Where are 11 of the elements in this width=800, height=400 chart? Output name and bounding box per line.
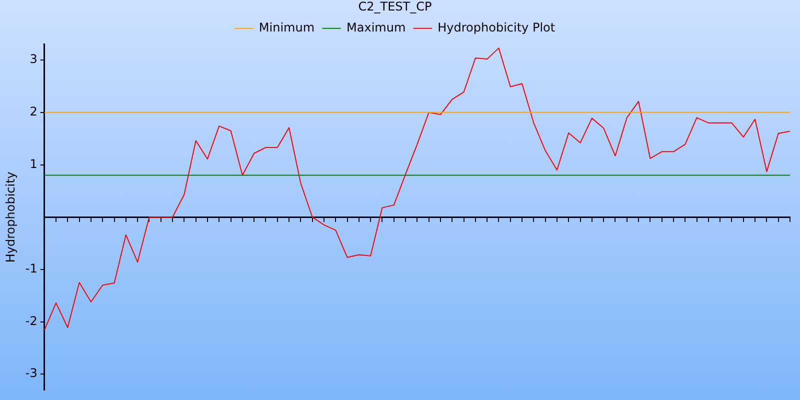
chart-title: C2_TEST_CP <box>358 0 432 14</box>
y-tick-label: -2 <box>25 314 38 328</box>
legend-label: Minimum <box>258 20 315 35</box>
y-tick-label: -1 <box>25 262 38 276</box>
y-tick-label: 3 <box>30 52 38 66</box>
legend-label: Maximum <box>346 20 406 35</box>
y-tick-label: 2 <box>30 104 38 119</box>
legend-label: Hydrophobicity Plot <box>438 20 556 35</box>
y-tick-label: -3 <box>25 366 38 380</box>
y-axis-title: Hydrophobicity <box>3 172 18 263</box>
y-tick-label: 1 <box>30 156 38 171</box>
